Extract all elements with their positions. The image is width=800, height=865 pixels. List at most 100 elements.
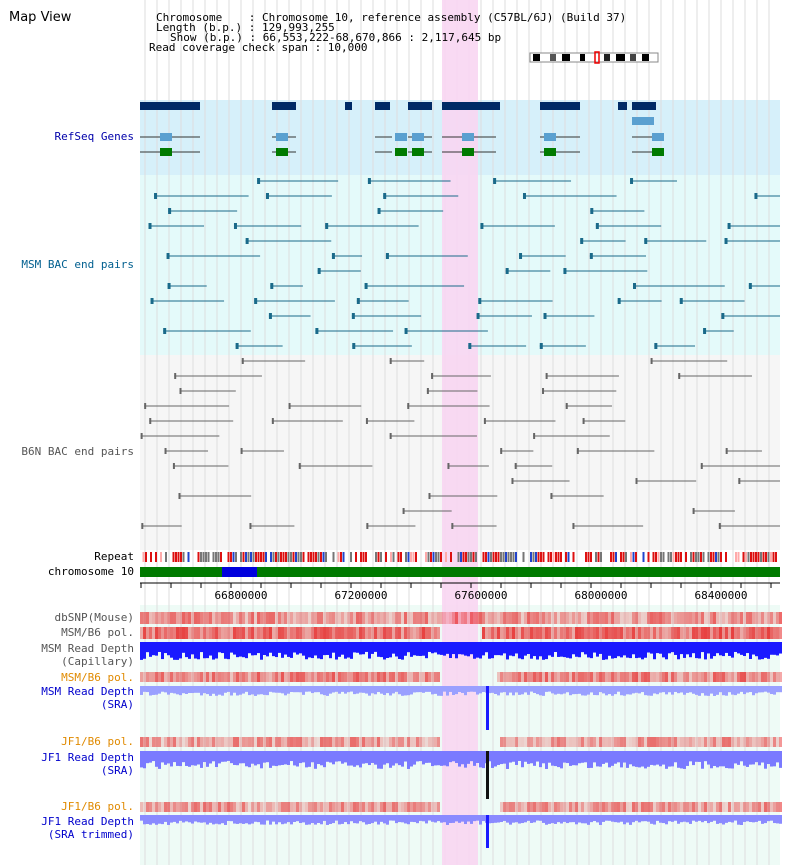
jf1-pol-cell: [146, 737, 149, 747]
repeat-element: [180, 552, 182, 562]
jf1-sra-depth-bar: [605, 751, 608, 763]
msm-bac-end: [154, 193, 158, 199]
jf1-trimmed-depth-bar: [695, 815, 698, 822]
msm-pol2-cell: [344, 672, 347, 682]
msm-pol2-cell: [611, 672, 614, 682]
msm-pol2-cell: [293, 672, 296, 682]
jf1-sra-depth-bar: [419, 751, 422, 762]
msm-pol-cell: [488, 627, 491, 639]
repeat-element: [145, 552, 147, 562]
msm-pol2-cell: [146, 672, 149, 682]
jf1-trimmed-depth-bar: [479, 815, 482, 825]
jf1-pol2-cell: [536, 802, 539, 812]
track-label-capillary: (Capillary): [61, 655, 134, 668]
repeat-element: [675, 552, 677, 562]
jf1-trimmed-depth-bar: [305, 815, 308, 825]
track-label-repeat[interactable]: Repeat: [94, 550, 134, 563]
track-label-jf1-pol-1[interactable]: JF1/B6 pol.: [61, 735, 134, 748]
jf1-sra-depth-bar: [398, 751, 401, 766]
jf1-pol2-cell: [749, 802, 752, 812]
jf1-sra-depth-bar: [314, 751, 317, 769]
msm-pol2-cell: [413, 672, 416, 682]
track-label-b6n-bac[interactable]: B6N BAC end pairs: [21, 445, 134, 458]
msm-sra-depth-bar: [251, 686, 254, 695]
jf1-trimmed-depth-bar: [632, 815, 635, 823]
jf1-sra-depth-bar: [302, 751, 305, 763]
jf1-pol2-cell: [695, 802, 698, 812]
dbsnp-cell: [200, 612, 203, 624]
dbsnp-cell: [215, 612, 218, 624]
track-label-dbsnp[interactable]: dbSNP(Mouse): [54, 611, 134, 624]
msm-capillary-depth-bar: [656, 642, 659, 654]
repeat-element: [555, 552, 557, 562]
msm-sra-depth-bar: [293, 686, 296, 693]
msm-bac-end: [468, 343, 472, 349]
msm-capillary-depth-bar: [620, 642, 623, 658]
msm-pol-cell: [221, 627, 224, 639]
msm-sra-depth-bar: [206, 686, 209, 695]
jf1-pol2-cell: [560, 802, 563, 812]
msm-pol-cell: [311, 627, 314, 639]
msm-capillary-depth-bar: [731, 642, 734, 658]
repeat-element: [735, 552, 737, 562]
track-label-msm-pol-1[interactable]: MSM/B6 pol.: [61, 626, 134, 639]
repeat-element: [457, 552, 460, 562]
dbsnp-cell: [158, 612, 161, 624]
jf1-pol2-cell: [146, 802, 149, 812]
msm-sra-depth-bar: [377, 686, 380, 693]
jf1-trimmed-depth-bar: [311, 815, 314, 824]
repeat-element: [325, 552, 327, 562]
msm-pol-cell: [302, 627, 305, 639]
jf1-trimmed-depth-bar: [527, 815, 530, 821]
msm-capillary-depth-bar: [161, 642, 164, 660]
msm-sra-depth-bar: [371, 686, 374, 694]
dbsnp-cell: [266, 612, 269, 624]
track-label-msm-depth-capillary[interactable]: MSM Read Depth: [41, 642, 134, 655]
jf1-pol2-cell: [722, 802, 725, 812]
jf1-sra-depth-bar: [350, 751, 353, 766]
jf1-pol2-cell: [173, 802, 176, 812]
refseq-exon: [544, 133, 556, 141]
dbsnp-cell: [188, 612, 191, 624]
msm-pol-cell: [410, 627, 413, 639]
msm-bac-end: [257, 178, 261, 184]
jf1-pol-cell: [365, 737, 368, 747]
track-label-sra-2: (SRA): [100, 764, 134, 777]
track-label-msm-pol-2[interactable]: MSM/B6 pol.: [61, 671, 134, 684]
msm-capillary-depth-bar: [632, 642, 635, 655]
msm-pol2-cell: [671, 672, 674, 682]
jf1-pol2-cell: [668, 802, 671, 812]
repeat-element: [630, 552, 632, 562]
repeat-element: [300, 552, 302, 562]
jf1-pol-cell: [773, 737, 776, 747]
jf1-trimmed-depth-bar: [335, 815, 338, 821]
track-label-jf1-depth-sra[interactable]: JF1 Read Depth: [41, 751, 134, 764]
track-label-jf1-depth-trimmed[interactable]: JF1 Read Depth: [41, 815, 134, 828]
jf1-pol-cell: [326, 737, 329, 747]
msm-sra-depth-bar: [164, 686, 167, 693]
msm-capillary-depth-bar: [434, 642, 437, 653]
track-label-chromosome[interactable]: chromosome 10: [47, 565, 134, 578]
msm-sra-depth-bar: [479, 686, 482, 694]
msm-capillary-depth-bar: [563, 642, 566, 658]
track-label-refseq[interactable]: RefSeq Genes: [54, 130, 134, 143]
track-label-msm-bac[interactable]: MSM BAC end pairs: [21, 258, 134, 271]
msm-capillary-depth-bar: [233, 642, 236, 655]
jf1-pol2-cell: [593, 802, 596, 812]
msm-capillary-depth-bar: [509, 642, 512, 656]
msm-pol-cell: [641, 627, 644, 639]
repeat-element: [597, 552, 600, 562]
msm-sra-depth-bar: [554, 686, 557, 695]
jf1-sra-depth-bar: [365, 751, 368, 764]
msm-bac-end: [377, 208, 381, 214]
track-label-msm-depth-sra[interactable]: MSM Read Depth: [41, 685, 134, 698]
msm-capillary-depth-bar: [698, 642, 701, 659]
msm-pol2-cell: [353, 672, 356, 682]
msm-capillary-depth-bar: [674, 642, 677, 655]
jf1-pol2-cell: [530, 802, 533, 812]
axis-tick-label: 68000000: [574, 589, 628, 602]
track-label-jf1-pol-2[interactable]: JF1/B6 pol.: [61, 800, 134, 813]
msm-pol2-cell: [365, 672, 368, 682]
jf1-pol2-cell: [431, 802, 434, 812]
